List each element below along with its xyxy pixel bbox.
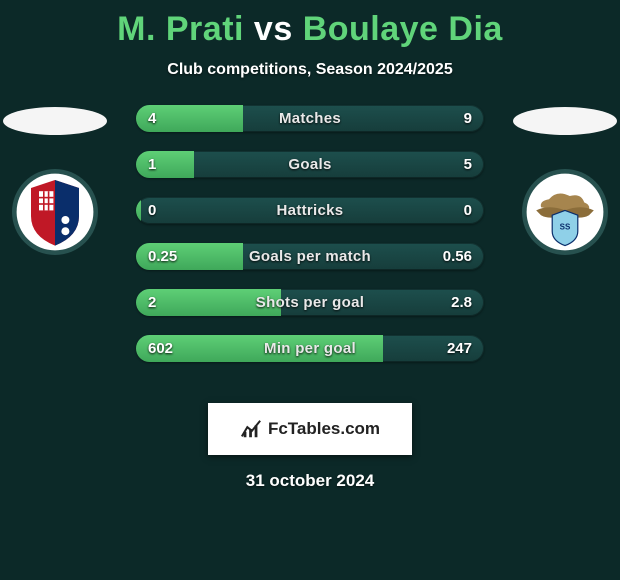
- stat-label: Goals per match: [136, 243, 484, 270]
- stat-value-right: 0: [464, 197, 472, 224]
- svg-text:SS: SS: [560, 223, 571, 232]
- stat-bars: Matches4 9 Goals1 5 Hattricks0 0 Goals per mat…: [136, 105, 484, 362]
- stat-value-left: 4: [148, 105, 156, 132]
- player2-photo-placeholder: [513, 107, 617, 135]
- brand-text: FcTables.com: [268, 419, 380, 439]
- stat-value-right: 0.56: [443, 243, 472, 270]
- stat-bar: Goals1 5: [136, 151, 484, 178]
- stat-bar: Hattricks0 0: [136, 197, 484, 224]
- subtitle: Club competitions, Season 2024/2025: [0, 61, 620, 79]
- comparison-title: M. Prati vs Boulaye Dia: [0, 0, 620, 49]
- stat-value-left: 1: [148, 151, 156, 178]
- stat-label: Min per goal: [136, 335, 484, 362]
- brand-card: FcTables.com: [208, 403, 412, 455]
- date-text: 31 october 2024: [0, 471, 620, 491]
- team2-crest: SS: [522, 169, 608, 255]
- stat-value-right: 9: [464, 105, 472, 132]
- stat-bar: Goals per match0.25 0.56: [136, 243, 484, 270]
- stat-value-right: 5: [464, 151, 472, 178]
- vs-text: vs: [254, 10, 293, 48]
- stat-bar: Matches4 9: [136, 105, 484, 132]
- stat-label: Matches: [136, 105, 484, 132]
- cagliari-crest-icon: [15, 172, 95, 252]
- stat-value-left: 0.25: [148, 243, 177, 270]
- stat-value-right: 2.8: [451, 289, 472, 316]
- stat-label: Shots per goal: [136, 289, 484, 316]
- chart-icon: [240, 418, 262, 440]
- stat-label: Goals: [136, 151, 484, 178]
- player2-name: Boulaye Dia: [303, 10, 503, 48]
- stats-content: SS Matches4 9 Goals1 5 Hattricks0 0 Goals per …: [0, 105, 620, 385]
- lazio-crest-icon: SS: [525, 172, 605, 252]
- stat-value-right: 247: [447, 335, 472, 362]
- player1-name: M. Prati: [117, 10, 244, 48]
- team1-crest: [12, 169, 98, 255]
- stat-value-left: 602: [148, 335, 173, 362]
- right-column: SS: [510, 105, 620, 255]
- stat-value-left: 2: [148, 289, 156, 316]
- left-column: [0, 105, 110, 255]
- stat-bar: Shots per goal2 2.8: [136, 289, 484, 316]
- stat-bar: Min per goal602 247: [136, 335, 484, 362]
- stat-value-left: 0: [148, 197, 156, 224]
- player1-photo-placeholder: [3, 107, 107, 135]
- stat-label: Hattricks: [136, 197, 484, 224]
